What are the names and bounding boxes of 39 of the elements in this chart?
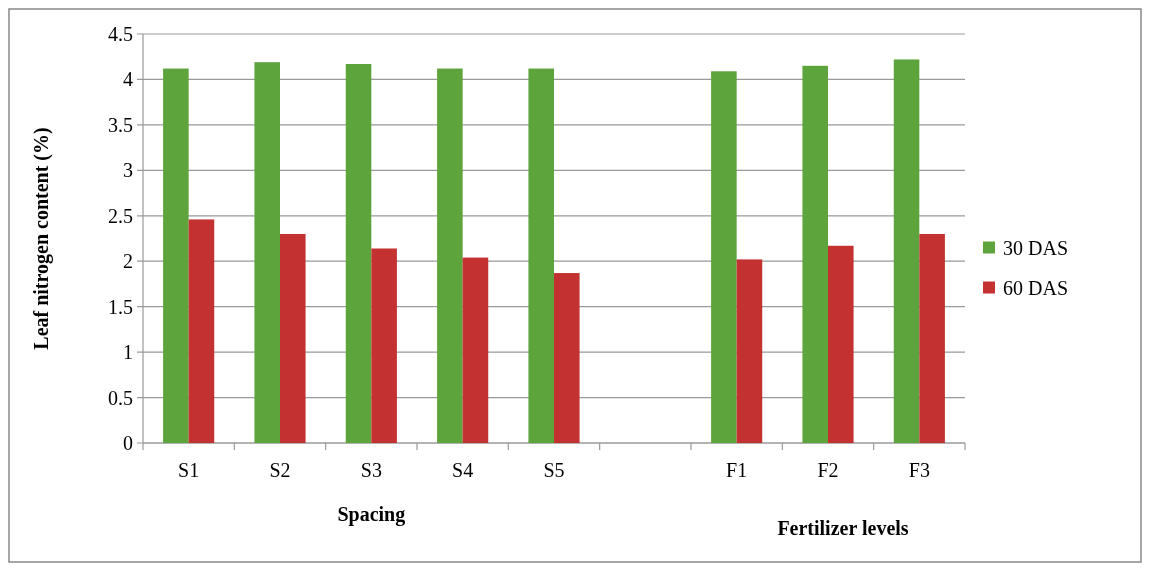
y-tick-label: 0.5 — [108, 386, 133, 409]
x-tick-label: S3 — [360, 459, 382, 481]
text: Fertilizer levels — [777, 517, 909, 539]
bar — [163, 68, 189, 443]
y-tick-label: 4 — [123, 68, 133, 91]
bar — [437, 68, 463, 443]
bar — [462, 257, 489, 443]
y-tick-label: 1 — [123, 341, 133, 364]
bar — [919, 233, 945, 443]
y-tick-label: 3 — [123, 159, 133, 182]
bar — [893, 59, 920, 443]
legend-label: 30 DAS — [1003, 236, 1069, 259]
x-tick-label: S1 — [178, 459, 200, 481]
y-tick-label: 0 — [123, 432, 133, 454]
y-tick-label: 3.5 — [108, 113, 133, 136]
bar — [736, 259, 763, 443]
bar — [711, 71, 737, 443]
y-axis-title: Leaf nitrogen content (%) — [30, 127, 53, 350]
bar — [371, 248, 397, 443]
x-axis-title: Spacing — [337, 503, 406, 526]
x-tick-label: F2 — [817, 459, 839, 481]
bar — [254, 62, 280, 443]
legend-label: 60 DAS — [1003, 276, 1069, 299]
y-tick-label: 2.5 — [108, 204, 133, 227]
x-tick-label: S2 — [269, 459, 291, 481]
bar — [802, 65, 828, 443]
bar — [528, 68, 554, 443]
x-tick-label: S5 — [543, 459, 565, 481]
x-tick-label: F1 — [726, 459, 748, 481]
bar — [188, 219, 215, 443]
y-tick-label: 1.5 — [108, 295, 133, 318]
x-tick-label: S4 — [452, 459, 474, 481]
bar — [345, 63, 372, 443]
x-tick-label: F3 — [908, 459, 930, 481]
bar — [554, 273, 580, 443]
y-tick-label: 2 — [123, 250, 133, 273]
y-tick-label: 4.5 — [108, 23, 133, 45]
bar — [280, 233, 306, 443]
bar — [828, 245, 854, 443]
